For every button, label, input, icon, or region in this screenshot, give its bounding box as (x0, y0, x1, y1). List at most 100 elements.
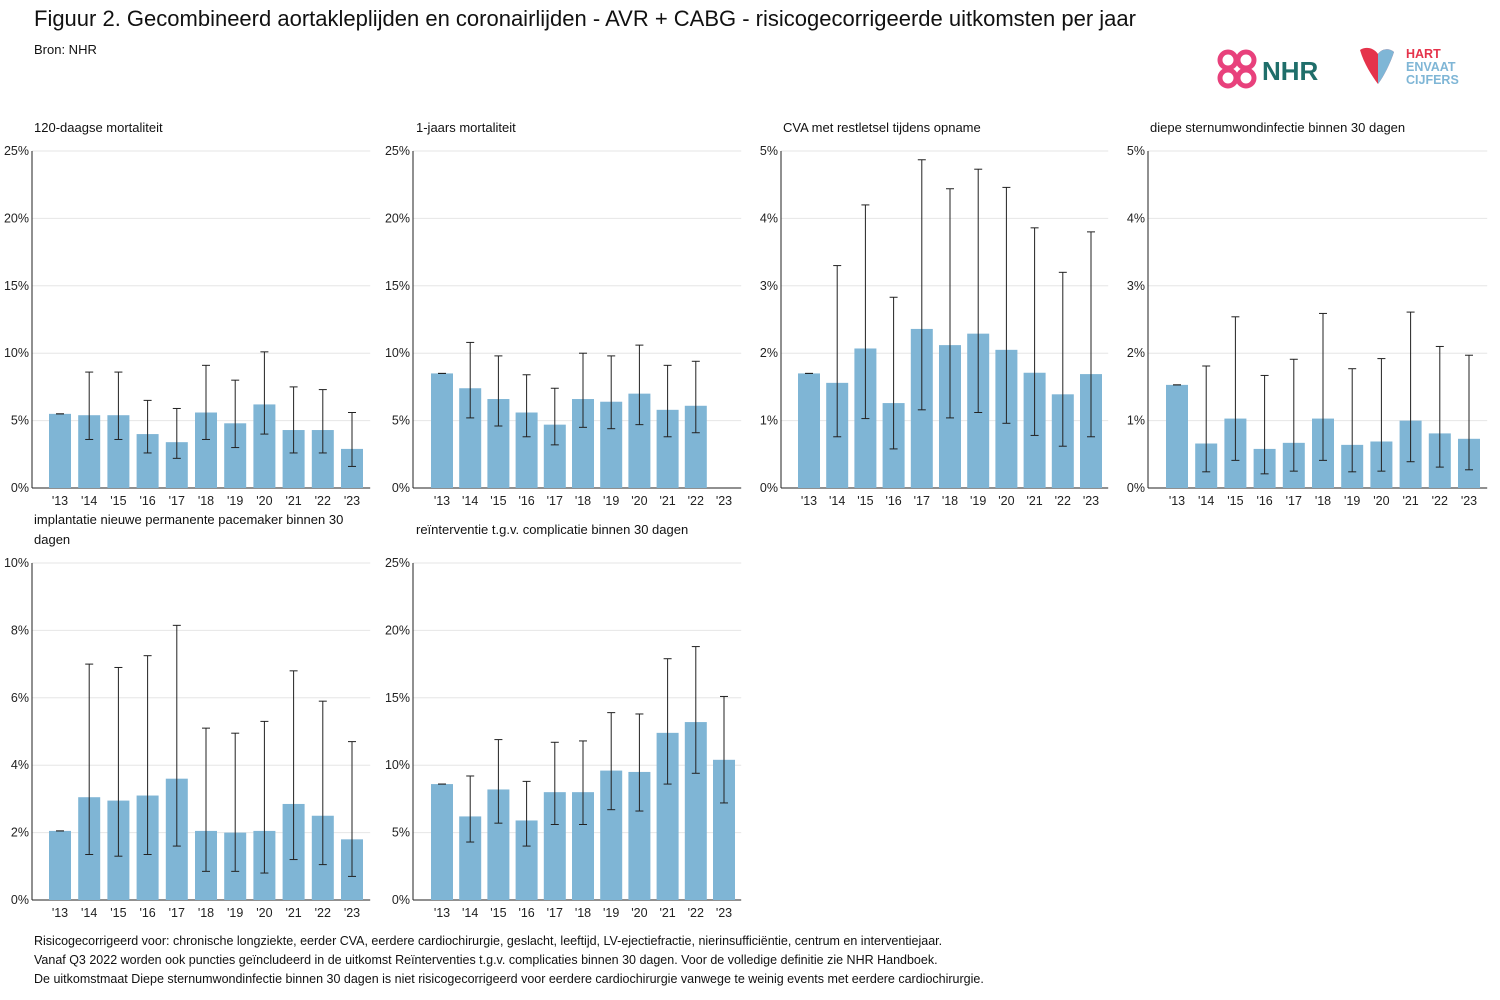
panel-title-5: implantatie nieuwe permanente pacemaker … (34, 512, 344, 547)
chart3-y-tick-label: 4% (760, 211, 778, 225)
chart2-y-tick-label: 5% (392, 414, 410, 428)
chart2-bar-0 (431, 373, 453, 488)
chart6-x-tick-label: '16 (518, 906, 534, 920)
chart3-x-tick-label: '23 (1083, 494, 1099, 508)
chart4-x-tick-label: '18 (1315, 494, 1331, 508)
chart6-bar-2 (487, 789, 510, 900)
chart1-x-tick-label: '17 (169, 494, 185, 508)
chart5-x-tick-label: '15 (110, 906, 126, 920)
chart5-x-tick-label: '19 (227, 906, 243, 920)
chart4-x-tick-label: '21 (1402, 494, 1418, 508)
footnote-1: Risicogecorrigeerd voor: chronische long… (34, 934, 943, 948)
chart3-x-tick-label: '13 (801, 494, 817, 508)
chart2-x-tick-label: '18 (575, 494, 591, 508)
chart2-y-tick-label: 15% (385, 279, 410, 293)
chart3-y-tick-label: 5% (760, 144, 778, 158)
chart1-bar-5 (195, 412, 217, 488)
chart5-x-tick-label: '23 (344, 906, 360, 920)
chart6-x-tick-label: '19 (603, 906, 619, 920)
footnotes: Risicogecorrigeerd voor: chronische long… (34, 932, 984, 989)
chart6-x-tick-label: '20 (631, 906, 647, 920)
chart1-x-tick-label: '23 (344, 494, 360, 508)
chart6-x-tick-label: '23 (716, 906, 732, 920)
panel-title-2: 1-jaars mortaliteit (416, 120, 516, 135)
chart3-x-tick-label: '14 (829, 494, 845, 508)
chart3-x-tick-label: '21 (1026, 494, 1042, 508)
chart5-x-tick-label: '20 (256, 906, 272, 920)
chart4-y-tick-label: 3% (1127, 279, 1145, 293)
chart4-x-tick-label: '19 (1344, 494, 1360, 508)
chart1-bar-6 (224, 423, 247, 488)
chart6-y-tick-label: 25% (385, 556, 410, 570)
chart1-x-tick-label: '13 (52, 494, 68, 508)
chart5-x-tick-label: '18 (198, 906, 214, 920)
chart5-x-tick-label: '16 (139, 906, 155, 920)
nhr-logo-text: NHR (1262, 56, 1319, 86)
chart2-y-tick-label: 10% (385, 346, 410, 360)
chart1-bar-8 (282, 430, 305, 488)
chart5-bar-0 (49, 830, 71, 900)
chart1-x-tick-label: '16 (139, 494, 155, 508)
chart6-bar-5 (572, 792, 594, 900)
chart6-bar-1 (459, 816, 482, 900)
chart2-x-tick-label: '20 (631, 494, 647, 508)
chart3-bar-0 (798, 373, 820, 488)
hvc-logo-line3: CIJFERS (1406, 73, 1459, 87)
chart3-y-tick-label: 0% (760, 481, 778, 495)
chart1-x-tick-label: '14 (81, 494, 97, 508)
chart4-y-tick-label: 1% (1127, 414, 1145, 428)
chart6-x-tick-label: '14 (462, 906, 478, 920)
chart6-bar-10 (713, 759, 735, 900)
chart6-bar-8 (656, 732, 679, 900)
chart6-bar-9 (684, 722, 707, 900)
chart1-y-tick-label: 5% (11, 414, 29, 428)
chart2-x-tick-label: '23 (716, 494, 732, 508)
chart6-bar-0 (431, 784, 453, 900)
chart1-x-tick-label: '21 (285, 494, 301, 508)
chart5-y-tick-label: 0% (11, 893, 29, 907)
chart1-bar-9 (311, 430, 334, 488)
chart2-bar-1 (459, 388, 482, 488)
chart5-y-tick-label: 8% (11, 623, 29, 637)
chart3-x-tick-label: '20 (998, 494, 1014, 508)
chart6-x-tick-label: '15 (490, 906, 506, 920)
panel-title-6: reïnterventie t.g.v. complicatie binnen … (416, 522, 689, 537)
chart5-y-tick-label: 10% (4, 556, 29, 570)
nhr-logo: NHR (1217, 49, 1319, 89)
chart2-x-tick-label: '13 (434, 494, 450, 508)
chart1-y-tick-label: 20% (4, 211, 29, 225)
chart4-x-tick-label: '15 (1227, 494, 1243, 508)
chart2-bar-5 (572, 399, 594, 488)
chart1-x-tick-label: '19 (227, 494, 243, 508)
chart1-bar-3 (136, 434, 159, 488)
chart2-bar-3 (515, 412, 538, 488)
chart3-y-tick-label: 2% (760, 346, 778, 360)
chart4-y-tick-label: 0% (1127, 481, 1145, 495)
hartenvaatcijfers-logo: HART ENVAAT CIJFERS (1360, 47, 1459, 87)
panel-title-1: 120-daagse mortaliteit (34, 120, 163, 135)
chart5-x-tick-label: '22 (315, 906, 331, 920)
page-title: Figuur 2. Gecombineerd aortakleplijden e… (34, 6, 1136, 31)
chart4-y-tick-label: 4% (1127, 211, 1145, 225)
chart3-x-tick-label: '18 (942, 494, 958, 508)
chart4-bar-0 (1166, 384, 1188, 488)
chart4-x-tick-label: '22 (1432, 494, 1448, 508)
panel-title-4: diepe sternumwondinfectie binnen 30 dage… (1150, 120, 1406, 135)
chart6-bar-3 (515, 820, 538, 900)
chart5-x-tick-label: '13 (52, 906, 68, 920)
chart4-y-tick-label: 5% (1127, 144, 1145, 158)
chart2-x-tick-label: '22 (688, 494, 704, 508)
chart1-y-tick-label: 25% (4, 144, 29, 158)
chart2-bar-9 (684, 405, 707, 488)
chart1-y-tick-label: 10% (4, 346, 29, 360)
chart6-bar-4 (543, 792, 566, 900)
chart1-bar-2 (107, 415, 130, 488)
source-label: Bron: NHR (34, 42, 97, 57)
chart3-x-tick-label: '22 (1055, 494, 1071, 508)
chart2-x-tick-label: '14 (462, 494, 478, 508)
chart4-x-tick-label: '14 (1198, 494, 1214, 508)
chart6-y-tick-label: 15% (385, 691, 410, 705)
chart6-x-tick-label: '13 (434, 906, 450, 920)
chart5-y-tick-label: 6% (11, 691, 29, 705)
